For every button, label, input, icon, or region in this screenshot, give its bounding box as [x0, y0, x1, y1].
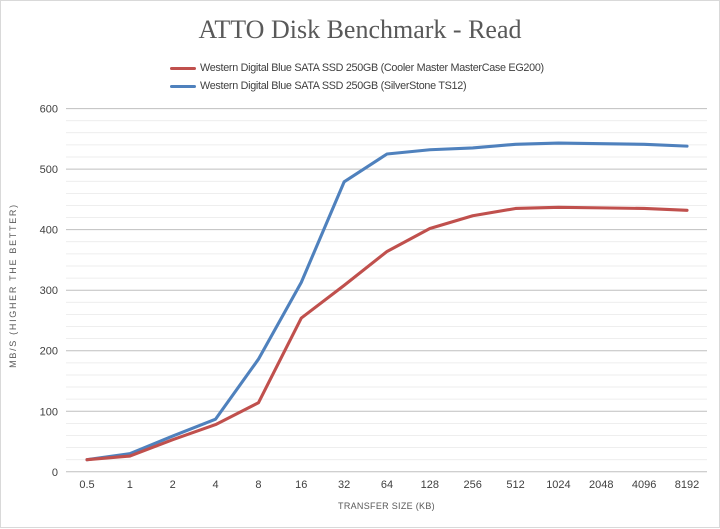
svg-text:4096: 4096 [632, 479, 656, 491]
svg-text:500: 500 [40, 164, 58, 176]
svg-text:2: 2 [170, 479, 176, 491]
svg-text:16: 16 [295, 479, 307, 491]
svg-text:2048: 2048 [589, 479, 613, 491]
svg-text:4: 4 [213, 479, 219, 491]
svg-text:600: 600 [40, 104, 58, 116]
svg-text:64: 64 [381, 479, 393, 491]
svg-text:512: 512 [506, 479, 524, 491]
svg-text:8192: 8192 [675, 479, 699, 491]
svg-text:128: 128 [421, 479, 439, 491]
svg-text:8: 8 [255, 479, 261, 491]
svg-text:0: 0 [52, 467, 58, 479]
svg-text:32: 32 [338, 479, 350, 491]
svg-text:400: 400 [40, 225, 58, 237]
svg-text:1: 1 [127, 479, 133, 491]
svg-text:200: 200 [40, 346, 58, 358]
svg-text:1024: 1024 [546, 479, 570, 491]
svg-text:300: 300 [40, 285, 58, 297]
svg-text:0.5: 0.5 [79, 479, 94, 491]
svg-text:256: 256 [464, 479, 482, 491]
svg-text:100: 100 [40, 406, 58, 418]
